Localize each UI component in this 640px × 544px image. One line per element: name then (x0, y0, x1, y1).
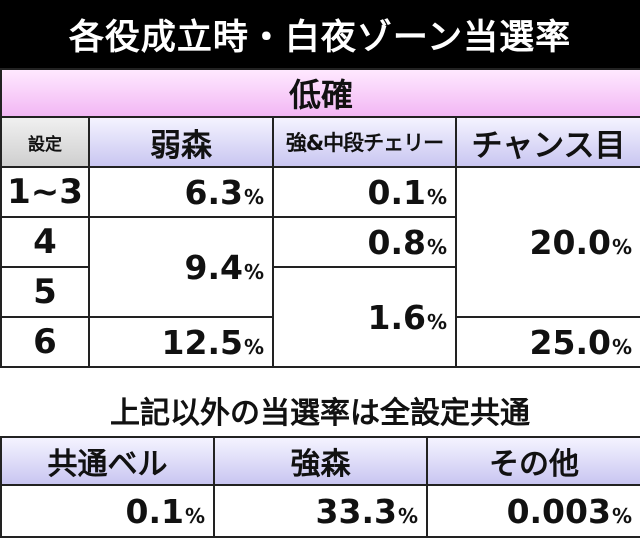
rate-table: 低確 設定 弱森 強&中段チェリー チャンス目 1~3 6.3% 0.1% 20… (0, 68, 640, 368)
chance-value: 20.0% (454, 166, 640, 318)
setting-label: 6 (0, 316, 90, 368)
strong-forest-value: 33.3% (213, 484, 428, 538)
other-value: 0.003% (426, 484, 640, 538)
table-row: 1~3 6.3% 0.1% 20.0% (0, 166, 640, 318)
strong-cherry-value: 0.8% (272, 216, 457, 268)
weak-forest-value: 6.3% (88, 166, 274, 218)
setting-header: 設定 (0, 116, 90, 168)
category-header: 低確 (0, 68, 640, 118)
common-rate-table: 共通ベル 強森 その他 0.1% 33.3% 0.003% (0, 436, 640, 538)
strong-cherry-value: 0.1% (272, 166, 457, 218)
column-header-weak-forest: 弱森 (88, 116, 274, 168)
setting-label: 1~3 (0, 166, 90, 218)
column-header-chance: チャンス目 (454, 116, 640, 168)
strong-cherry-value: 1.6% (272, 266, 457, 368)
table-row: 0.1% 33.3% 0.003% (0, 484, 640, 538)
setting-label: 5 (0, 266, 90, 318)
common-bell-value: 0.1% (0, 484, 215, 538)
column-header-common-bell: 共通ベル (0, 436, 215, 486)
table-row: 4 9.4% 0.8% (0, 216, 640, 318)
column-header-other: その他 (426, 436, 640, 486)
weak-forest-value: 9.4% (88, 216, 274, 318)
common-note: 上記以外の当選率は全設定共通 (0, 385, 640, 435)
table-row: 5 1.6% (0, 266, 640, 368)
weak-forest-value: 12.5% (88, 316, 274, 368)
column-header-strong-cherry: 強&中段チェリー (272, 116, 457, 168)
setting-label: 4 (0, 216, 90, 268)
table-row: 6 12.5% 25.0% (0, 316, 640, 368)
column-header-strong-forest: 強森 (213, 436, 428, 486)
page-title: 各役成立時・白夜ゾーン当選率 (0, 0, 640, 68)
chance-value: 25.0% (454, 316, 640, 368)
